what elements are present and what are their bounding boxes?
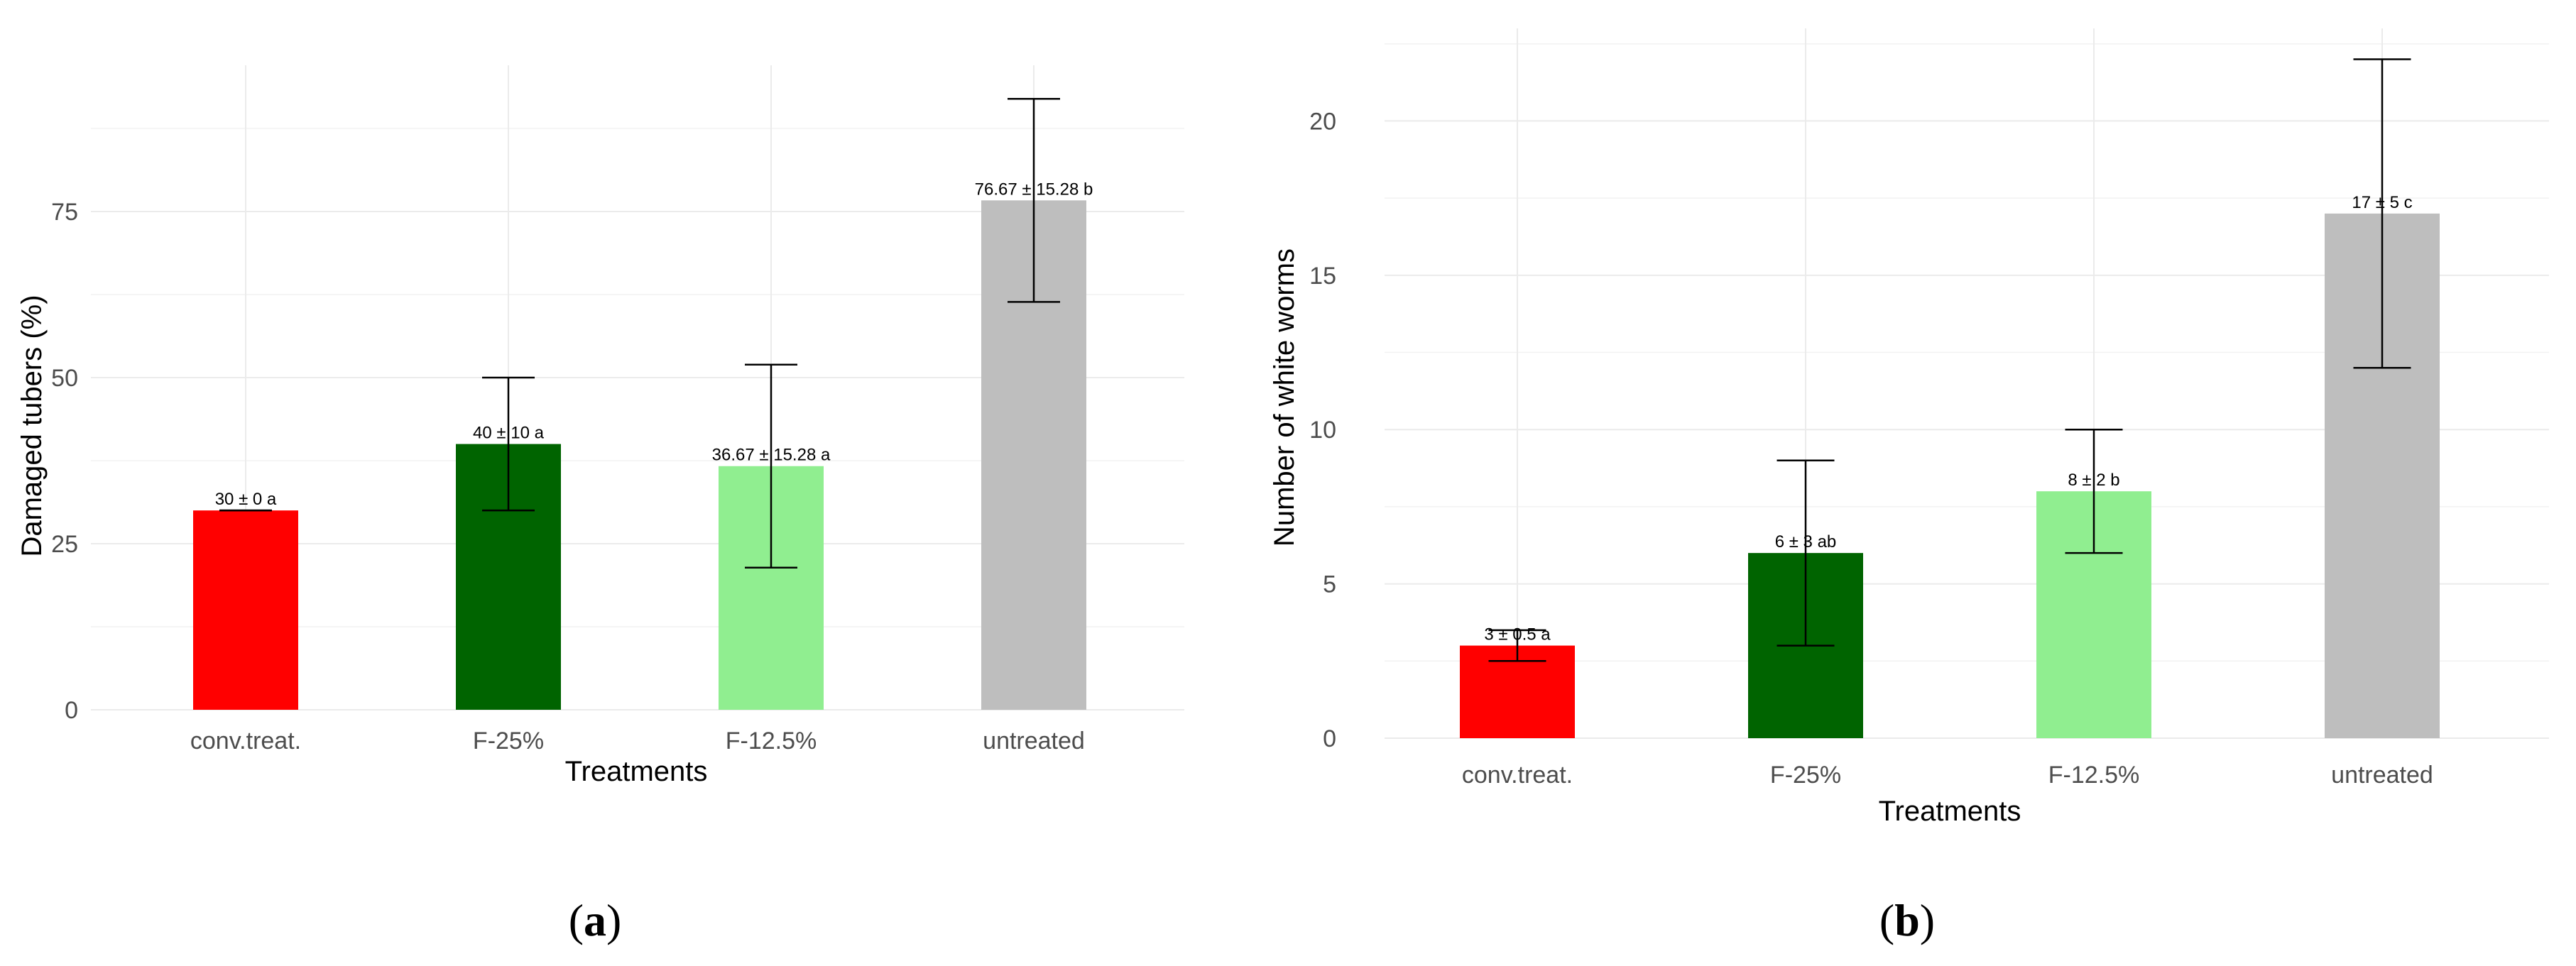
panel-a-x-tick-labels: conv.treat. F-25% F-12.5% untreated [190, 728, 1085, 754]
panel-a-bar-labels: 30 ± 0 a 40 ± 10 a 36.67 ± 15.28 a 76.67 ± … [215, 180, 1093, 509]
bar-value-label: 40 ± 10 a [473, 424, 545, 443]
error-bar [1777, 459, 1835, 647]
bar-value-label: 17 ± 5 c [2352, 193, 2412, 212]
x-tick-label: untreated [2331, 762, 2433, 789]
panel-b-x-tick-labels: conv.treat. F-25% F-12.5% untreated [1462, 762, 2433, 789]
bar-value-label: 8 ± 2 b [2068, 471, 2119, 490]
error-bar [1008, 98, 1060, 303]
panel-b-x-axis-title: Treatments [1879, 796, 2021, 827]
y-tick-label: 15 [1309, 263, 1336, 290]
error-bar [745, 363, 797, 569]
panel-a-label: (a) [569, 895, 622, 945]
y-tick-label: 75 [51, 199, 78, 226]
panel-a-y-tick-labels: 0 25 50 75 [51, 199, 78, 724]
error-bar [482, 376, 535, 512]
chart-panel-b: 3 ± 0.5 a 6 ± 3 ab 8 ± 2 b 17 ± 5 c 0 5 10 15 2… [1269, 28, 2549, 945]
x-tick-label: conv.treat. [1462, 762, 1573, 789]
y-tick-label: 0 [1323, 725, 1336, 752]
x-tick-label: F-25% [473, 728, 544, 754]
bar-value-label: 30 ± 0 a [215, 490, 277, 509]
y-tick-label: 0 [65, 697, 78, 724]
x-tick-label: F-12.5% [726, 728, 817, 754]
error-bar [2065, 428, 2123, 554]
y-tick-label: 10 [1309, 417, 1336, 444]
x-tick-label: F-12.5% [2048, 762, 2140, 789]
panel-a-error-bars [219, 98, 1060, 569]
bar-value-label: 6 ± 3 ab [1775, 532, 1837, 551]
panel-a-y-axis-title: Damaged tubers (%) [16, 295, 48, 556]
chart-panel-a: 30 ± 0 a 40 ± 10 a 36.67 ± 15.28 a 76.67 ± … [16, 65, 1184, 945]
bar-value-label: 76.67 ± 15.28 b [975, 180, 1093, 199]
panel-b-error-bars [1488, 58, 2411, 662]
error-bar [1488, 629, 1546, 662]
panel-b-y-axis-title: Number of white worms [1269, 248, 1300, 547]
y-tick-label: 50 [51, 365, 78, 392]
y-tick-label: 25 [51, 531, 78, 558]
panel-b-bars [1460, 213, 2440, 738]
panel-a-x-axis-title: Treatments [565, 756, 708, 787]
y-tick-label: 5 [1323, 571, 1336, 598]
panel-a-bars [193, 200, 1086, 710]
bar [193, 510, 298, 710]
panel-b-label: (b) [1879, 895, 1935, 945]
y-tick-label: 20 [1309, 108, 1336, 135]
x-tick-label: conv.treat. [190, 728, 301, 754]
x-tick-label: untreated [983, 728, 1085, 754]
bar-value-label: 3 ± 0.5 a [1484, 625, 1551, 644]
panel-b-y-tick-labels: 0 5 10 15 20 [1309, 108, 1336, 752]
x-tick-label: F-25% [1770, 762, 1841, 789]
error-bar [2353, 58, 2411, 369]
panel-b-bar-labels: 3 ± 0.5 a 6 ± 3 ab 8 ± 2 b 17 ± 5 c [1484, 193, 2412, 644]
bar-value-label: 36.67 ± 15.28 a [712, 446, 831, 465]
